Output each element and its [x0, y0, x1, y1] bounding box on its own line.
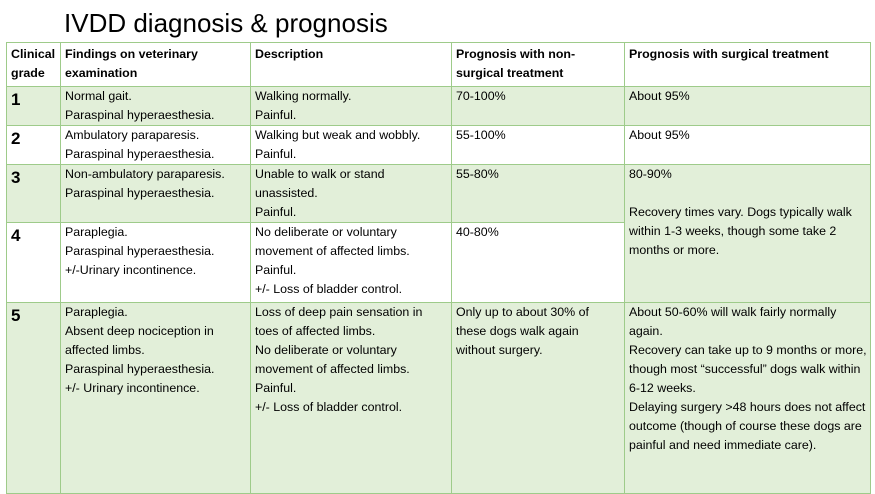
description-line: unassisted.: [255, 186, 318, 200]
description-line: Walking but weak and wobbly.: [255, 128, 421, 142]
prognosis-surgical-merged-cell: 80-90% Recovery times vary. Dogs typical…: [624, 164, 871, 303]
findings-line: Paraplegia.: [65, 225, 128, 239]
description-cell: Unable to walk or stand unassisted. Pain…: [250, 164, 452, 223]
findings-cell: Non-ambulatory paraparesis. Paraspinal h…: [60, 164, 251, 223]
description-line: Loss of deep pain sensation in: [255, 305, 423, 319]
surgical-paragraph: Recovery can take up to 9 months or more…: [629, 343, 867, 395]
header-prognosis-surgical: Prognosis with surgical treatment: [624, 42, 871, 87]
findings-cell: Normal gait. Paraspinal hyperaesthesia.: [60, 86, 251, 126]
prognosis-nonsurgical-cell: Only up to about 30% of these dogs walk …: [451, 302, 625, 494]
findings-cell: Paraplegia. Paraspinal hyperaesthesia. +…: [60, 222, 251, 303]
prognosis-nonsurgical-cell: 40-80%: [451, 222, 625, 303]
description-line: Painful.: [255, 263, 297, 277]
description-line: Walking normally.: [255, 89, 352, 103]
page-title: IVDD diagnosis & prognosis: [64, 8, 388, 38]
grade-cell: 5: [6, 302, 61, 494]
description-line: toes of affected limbs.: [255, 324, 376, 338]
description-line: Painful.: [255, 147, 297, 161]
findings-cell: Ambulatory paraparesis. Paraspinal hyper…: [60, 125, 251, 165]
findings-line: Paraspinal hyperaesthesia.: [65, 108, 215, 122]
prognosis-surgical-cell: About 95%: [624, 125, 871, 165]
findings-line: Paraspinal hyperaesthesia.: [65, 362, 215, 376]
surgical-paragraph: Delaying surgery >48 hours does not affe…: [629, 400, 866, 452]
header-findings: Findings on veterinary examination: [60, 42, 251, 87]
findings-line: Paraplegia.: [65, 305, 128, 319]
prognosis-surgical-cell: About 95%: [624, 86, 871, 126]
description-line: +/- Loss of bladder control.: [255, 282, 403, 296]
findings-line: Ambulatory paraparesis.: [65, 128, 200, 142]
findings-line: Absent deep nociception in: [65, 324, 214, 338]
description-line: movement of affected limbs.: [255, 244, 410, 258]
description-line: Painful.: [255, 381, 297, 395]
ivdd-table: Clinical grade Findings on veterinary ex…: [6, 42, 871, 494]
header-description: Description: [250, 42, 452, 87]
table-row: 3 Non-ambulatory paraparesis. Paraspinal…: [6, 164, 871, 303]
table-row: 2 Ambulatory paraparesis. Paraspinal hyp…: [6, 125, 871, 165]
findings-line: Non-ambulatory paraparesis.: [65, 167, 225, 181]
prognosis-surgical-cell: About 50-60% will walk fairly normally a…: [624, 302, 871, 494]
findings-line: affected limbs.: [65, 343, 145, 357]
table-row: 1 Normal gait. Paraspinal hyperaesthesia…: [6, 86, 871, 126]
grade-cell: 2: [6, 125, 61, 165]
description-line: Painful.: [255, 108, 297, 122]
grade-cell: 3: [6, 164, 61, 223]
header-clinical-grade: Clinical grade: [6, 42, 61, 87]
grade-cell: 1: [6, 86, 61, 126]
findings-line: Paraspinal hyperaesthesia.: [65, 244, 215, 258]
prognosis-nonsurgical-cell: 55-80%: [451, 164, 625, 223]
findings-cell: Paraplegia. Absent deep nociception in a…: [60, 302, 251, 494]
table-row: 4 Paraplegia. Paraspinal hyperaesthesia.…: [6, 222, 871, 303]
findings-line: Normal gait.: [65, 89, 132, 103]
description-line: +/- Loss of bladder control.: [255, 400, 403, 414]
description-line: movement of affected limbs.: [255, 362, 410, 376]
findings-line: Paraspinal hyperaesthesia.: [65, 147, 215, 161]
spacer: [629, 184, 867, 203]
grade-cell: 4: [6, 222, 61, 303]
description-cell: Walking but weak and wobbly. Painful.: [250, 125, 452, 165]
surgical-note: Recovery times vary. Dogs typically walk…: [629, 205, 852, 257]
header-prognosis-nonsurgical: Prognosis with non-surgical treatment: [451, 42, 625, 87]
findings-line: +/-Urinary incontinence.: [65, 263, 197, 277]
description-line: Painful.: [255, 205, 297, 219]
description-line: No deliberate or voluntary: [255, 343, 397, 357]
description-cell: No deliberate or voluntary movement of a…: [250, 222, 452, 303]
description-cell: Walking normally. Painful.: [250, 86, 452, 126]
surgical-paragraph: About 50-60% will walk fairly normally a…: [629, 305, 837, 338]
header-row: Clinical grade Findings on veterinary ex…: [6, 42, 871, 87]
prognosis-nonsurgical-cell: 55-100%: [451, 125, 625, 165]
description-line: No deliberate or voluntary: [255, 225, 397, 239]
prognosis-nonsurgical-cell: 70-100%: [451, 86, 625, 126]
description-cell: Loss of deep pain sensation in toes of a…: [250, 302, 452, 494]
findings-line: +/- Urinary incontinence.: [65, 381, 200, 395]
surgical-value: 80-90%: [629, 167, 672, 181]
table-row: 5 Paraplegia. Absent deep nociception in…: [6, 302, 871, 494]
findings-line: Paraspinal hyperaesthesia.: [65, 186, 215, 200]
description-line: Unable to walk or stand: [255, 167, 385, 181]
